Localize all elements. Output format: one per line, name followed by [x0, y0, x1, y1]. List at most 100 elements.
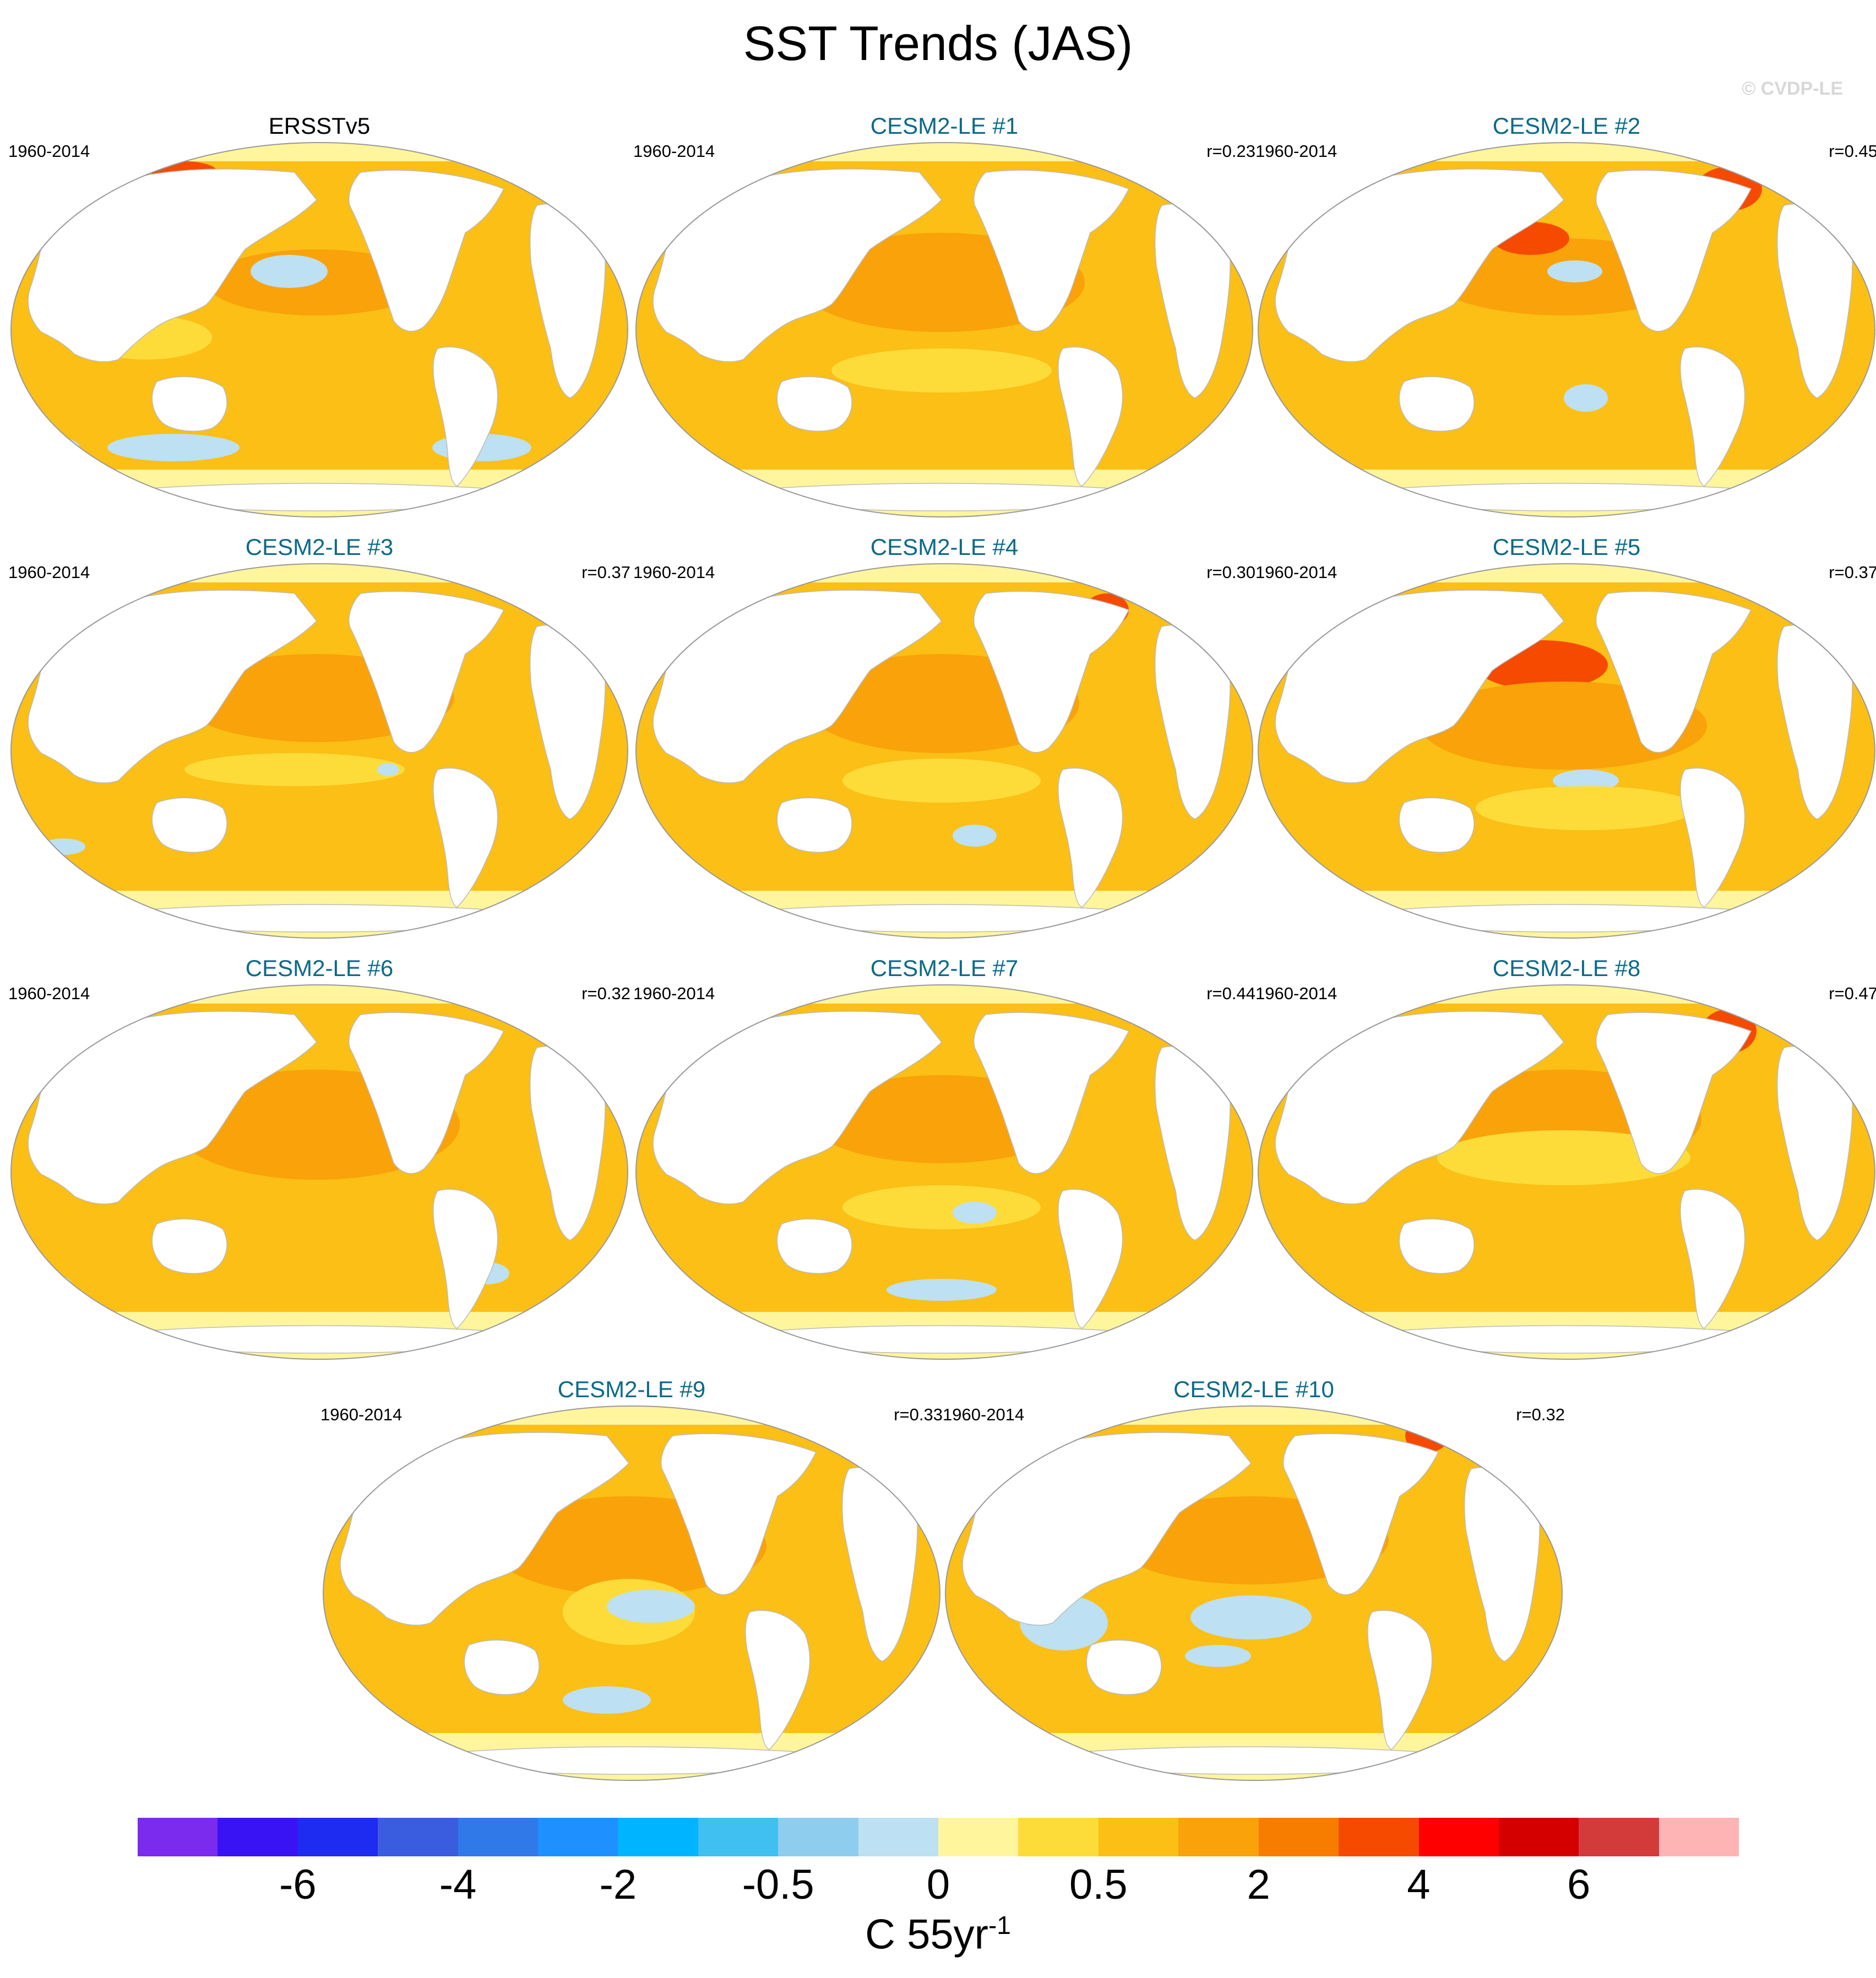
colorbar-segment: [1018, 1818, 1099, 1856]
map-panel: ERSSTv5 1960-2014: [8, 113, 630, 520]
landmass-australia: [776, 1218, 852, 1274]
landmass-australia: [151, 797, 227, 853]
colorbar-segment: [1178, 1818, 1259, 1856]
trend-anomaly-patch: [1476, 786, 1696, 830]
map-outline: [1258, 563, 1875, 939]
trend-anomaly-patch: [251, 255, 328, 288]
panel-title: ERSSTv5: [268, 113, 371, 139]
colorbar-segment: [1579, 1818, 1659, 1856]
panel-title: CESM2-LE #10: [1173, 1376, 1334, 1402]
colorbar-segment: [1339, 1818, 1419, 1856]
landmass-asia: [1275, 168, 1565, 362]
colorbar-segment: [138, 1818, 218, 1856]
watermark: © CVDP-LE: [1742, 78, 1843, 99]
colorbar: [138, 1818, 1739, 1856]
sst-trend-map: [635, 984, 1253, 1360]
map-panel: CESM2-LE #2 1960-2014 r=0.45: [1255, 113, 1876, 520]
colorbar-segment: [778, 1818, 858, 1856]
landmass-samerica: [1679, 346, 1746, 487]
colorbar-units: C 55yr-1: [0, 1910, 1876, 1958]
colorbar-tick-label: 6: [1567, 1861, 1591, 1908]
map-panel: CESM2-LE #8 1960-2014 r=0.47: [1255, 955, 1876, 1363]
panel-period: 1960-2014: [320, 1405, 403, 1424]
map-panel: CESM2-LE #1 1960-2014 r=0.23: [633, 113, 1255, 520]
map-outline: [945, 1405, 1563, 1781]
colorbar-tick-label: 0.5: [1069, 1861, 1128, 1908]
landmass-samerica: [1057, 346, 1123, 487]
sst-trend-map: [635, 563, 1253, 939]
trend-anomaly-patch: [1437, 1130, 1690, 1185]
map-panel: CESM2-LE #3 1960-2014 r=0.37: [8, 534, 630, 941]
units-text: C 55yr: [865, 1911, 988, 1958]
colorbar-segment: [217, 1818, 298, 1856]
trend-anomaly-patch: [1185, 1645, 1251, 1667]
figure-title: SST Trends (JAS): [743, 16, 1133, 70]
landmass-namerica: [1283, 1433, 1439, 1595]
panel-title: CESM2-LE #6: [245, 955, 394, 981]
landmass-namerica: [349, 1012, 505, 1174]
colorbar-tick-label: 0: [926, 1861, 950, 1908]
trend-anomaly-patch: [1547, 260, 1602, 282]
trend-anomaly-patch: [1190, 1595, 1312, 1639]
colorbar-tick-label: -2: [599, 1861, 637, 1908]
panel-correlation: r=0.47: [1829, 984, 1876, 1003]
map-panel: CESM2-LE #9 1960-2014 r=0.33: [320, 1376, 943, 1784]
trend-anomaly-patch: [41, 838, 85, 855]
landmass-antarctica: [731, 1325, 1158, 1354]
trend-anomaly-patch: [953, 1202, 997, 1224]
sst-trend-map: [945, 1405, 1563, 1781]
map-panel: CESM2-LE #10 1960-2014 r=0.32: [943, 1376, 1565, 1784]
panel-period: 1960-2014: [8, 563, 90, 582]
landmass-antarctica: [1040, 1746, 1467, 1775]
map-outline: [323, 1405, 940, 1781]
panel-period: 1960-2014: [1255, 563, 1337, 582]
panel-correlation: r=0.37: [581, 563, 630, 582]
panel-correlation: r=0.33: [894, 1405, 943, 1424]
panel-period: 1960-2014: [1255, 984, 1337, 1003]
colorbar-segment: [1258, 1818, 1339, 1856]
landmass-antarctica: [1353, 483, 1780, 511]
panel-period: 1960-2014: [633, 984, 715, 1003]
landmass-namerica: [974, 591, 1130, 753]
map-outline: [1258, 142, 1875, 517]
trend-anomaly-patch: [107, 434, 240, 461]
landmass-australia: [151, 376, 227, 432]
landmass-namerica: [974, 170, 1130, 332]
colorbar-segment: [618, 1818, 698, 1856]
sst-trend-map: [10, 142, 628, 517]
landmass-samerica: [1679, 767, 1746, 908]
landmass-samerica: [1057, 1189, 1123, 1329]
landmass-antarctica: [106, 1325, 533, 1354]
sst-trend-map: [635, 142, 1253, 517]
map-outline: [10, 563, 628, 939]
landmass-asia: [962, 1432, 1252, 1626]
map-panel: CESM2-LE #7 1960-2014 r=0.44: [633, 955, 1255, 1363]
panel-correlation: r=0.37: [1829, 563, 1876, 582]
trend-anomaly-patch: [44, 1276, 72, 1293]
sst-trend-map: [10, 984, 628, 1360]
landmass-australia: [1399, 1218, 1475, 1274]
trend-anomaly-patch: [607, 1590, 695, 1623]
landmass-antarctica: [731, 904, 1158, 933]
landmass-antarctica: [418, 1746, 845, 1775]
trend-anomaly-patch: [842, 1185, 1041, 1229]
colorbar-tick-label: -6: [279, 1861, 317, 1908]
colorbar-segment: [297, 1818, 378, 1856]
map-outline: [10, 142, 628, 517]
map-panel: CESM2-LE #4 1960-2014 r=0.30: [633, 534, 1255, 941]
colorbar-tick-label: -4: [439, 1861, 477, 1908]
colorbar-segment: [538, 1818, 618, 1856]
landmass-samerica: [1057, 767, 1123, 908]
landmass-asia: [28, 1011, 318, 1205]
landmass-antarctica: [1353, 1325, 1780, 1354]
colorbar-segment: [378, 1818, 458, 1856]
panel-period: 1960-2014: [943, 1405, 1025, 1424]
sst-trend-map: [1258, 984, 1875, 1360]
panel-correlation: r=0.45: [1829, 141, 1876, 161]
landmass-antarctica: [731, 483, 1158, 511]
panel-correlation: r=0.30: [1206, 563, 1255, 582]
sst-trend-map: [1258, 142, 1875, 517]
panel-period: 1960-2014: [8, 984, 90, 1003]
landmass-samerica: [432, 1189, 498, 1329]
map-outline: [635, 984, 1253, 1360]
